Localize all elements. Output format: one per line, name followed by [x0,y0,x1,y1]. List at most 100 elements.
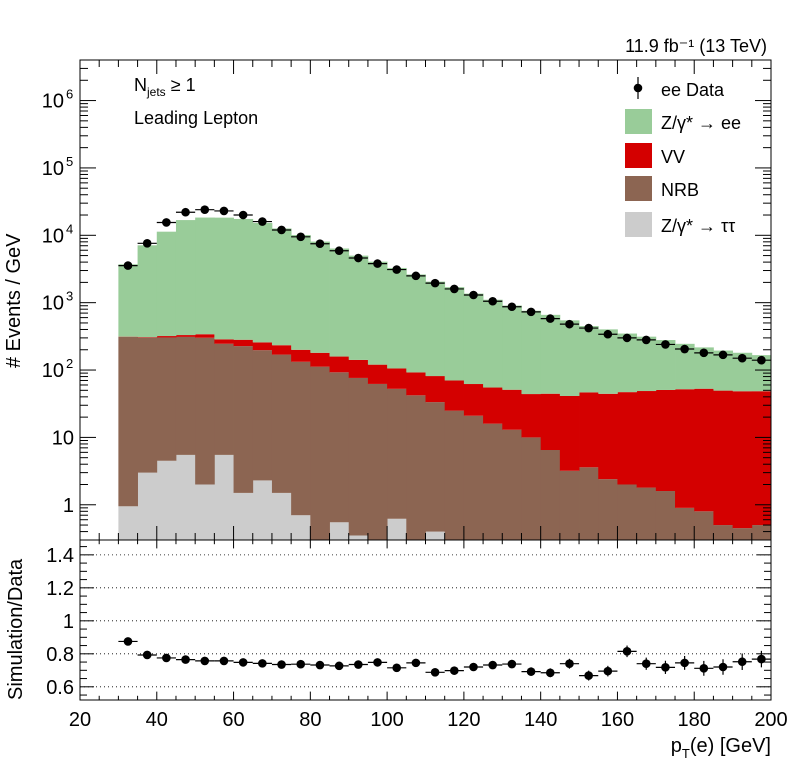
ratio-point [162,653,171,663]
data-point [392,265,402,274]
data-point [469,290,478,300]
ratio-point [757,654,766,664]
bar-vv-23 [559,395,580,471]
bar-vv-14 [387,368,407,389]
ratio-point [641,659,651,669]
ratio-y-tick-label: 0.8 [46,644,74,666]
bar-nrb-28 [655,491,676,540]
bar-nrb-32 [732,528,753,540]
bar-vv-30 [694,388,714,512]
ratio-point [737,657,747,667]
bar-nrb-21 [521,437,542,540]
ratio-point [296,659,306,669]
bar-nrb-10 [310,366,330,540]
ratio-point [526,667,536,676]
bar-zee-29 [675,343,695,390]
bar-zee-8 [271,228,292,346]
bar-zee-6 [233,218,254,340]
bar-tautau-2 [156,460,177,540]
legend: ee Data Z/γ* → ee VV NRB Z/γ* → ττ [625,77,741,237]
bar-vv-20 [502,389,522,430]
ratio-point [565,659,574,669]
bar-vv-10 [310,352,330,367]
ratio-point [277,660,286,669]
x-tick-label: 80 [299,709,321,731]
njets-symbol: N [134,75,147,95]
bar-nrb-26 [617,484,638,540]
top-y-tick-label: 10 [42,225,64,247]
ratio-point [238,658,248,667]
top-y-tick-exponent: 6 [66,87,73,102]
data-point [565,319,574,329]
bar-vv-12 [348,359,369,378]
data-point [238,210,248,220]
ratio-y-axis-label: Simulation/Data [5,558,27,700]
bar-vv-3 [175,335,196,337]
ratio-point [219,656,229,666]
bar-zee-10 [310,241,330,353]
ratio-point [142,650,152,660]
bar-tautau-3 [175,454,196,540]
bar-zee-28 [655,340,676,390]
top-y-tick-exponent: 3 [66,289,73,304]
x-tick-label: 40 [146,709,168,731]
top-y-tick-label: 10 [42,360,64,382]
bar-tautau-0 [118,506,138,540]
stacked-histogram [118,217,772,540]
top-y-tick-label: 10 [52,427,74,449]
bar-zee-4 [195,217,215,335]
bar-zee-26 [617,333,638,393]
bar-nrb-19 [483,423,503,540]
bar-tautau-9 [291,515,311,540]
top-y-tick-label: 1 [63,495,74,517]
data-point [545,314,555,323]
bar-nrb-1 [137,337,158,473]
legend-swatch-nrb [625,176,652,201]
top-y-tick-exponent: 5 [66,154,73,169]
ratio-point [622,647,632,656]
bar-tautau-5 [214,454,234,540]
bar-zee-20 [502,305,522,390]
bar-nrb-29 [675,507,695,540]
legend-label-data: ee Data [661,80,725,100]
bar-zee-5 [214,217,234,340]
bar-zee-25 [598,329,618,394]
bar-vv-18 [463,384,484,416]
bar-tautau-12 [348,535,369,540]
bar-nrb-5 [214,343,234,455]
top-y-axis-label: # Events / GeV [3,233,25,368]
bar-nrb-2 [156,337,177,461]
bar-vv-6 [233,339,254,347]
x-tick-label: 160 [601,709,634,731]
ratio-y-tick-label: 0.6 [46,677,74,699]
ratio-panel-border [79,539,772,701]
data-point [718,350,728,360]
data-point [373,259,382,268]
bar-nrb-7 [252,350,273,481]
njets-cut: ≥ 1 [171,75,196,95]
bar-nrb-12 [348,377,369,536]
top-y-tick-label: 10 [42,91,64,113]
ratio-panel-ticks: 20 40 60 80 100 120 140 160 180 200 0.6 0.8 1 1.2 1.4 [46,540,788,731]
bar-tautau-16 [425,531,446,540]
data-point [258,217,267,226]
legend-label-nrb: NRB [661,180,699,200]
bar-nrb-11 [329,372,350,523]
bar-vv-22 [540,393,561,451]
ratio-point [392,663,402,673]
bar-vv-2 [156,336,177,338]
bar-nrb-16 [425,402,446,532]
data-point [680,344,689,354]
bar-zee-1 [137,245,158,338]
bar-tautau-14 [387,518,407,540]
bar-vv-26 [617,392,638,485]
bar-vv-9 [291,349,311,362]
data-point [277,225,286,235]
ratio-point [430,667,440,677]
top-y-tick-label: 10 [42,293,64,315]
ratio-point [411,658,421,668]
top-y-tick-exponent: 4 [66,221,73,236]
x-tick-label: 20 [69,709,91,731]
ratio-point [584,671,593,680]
